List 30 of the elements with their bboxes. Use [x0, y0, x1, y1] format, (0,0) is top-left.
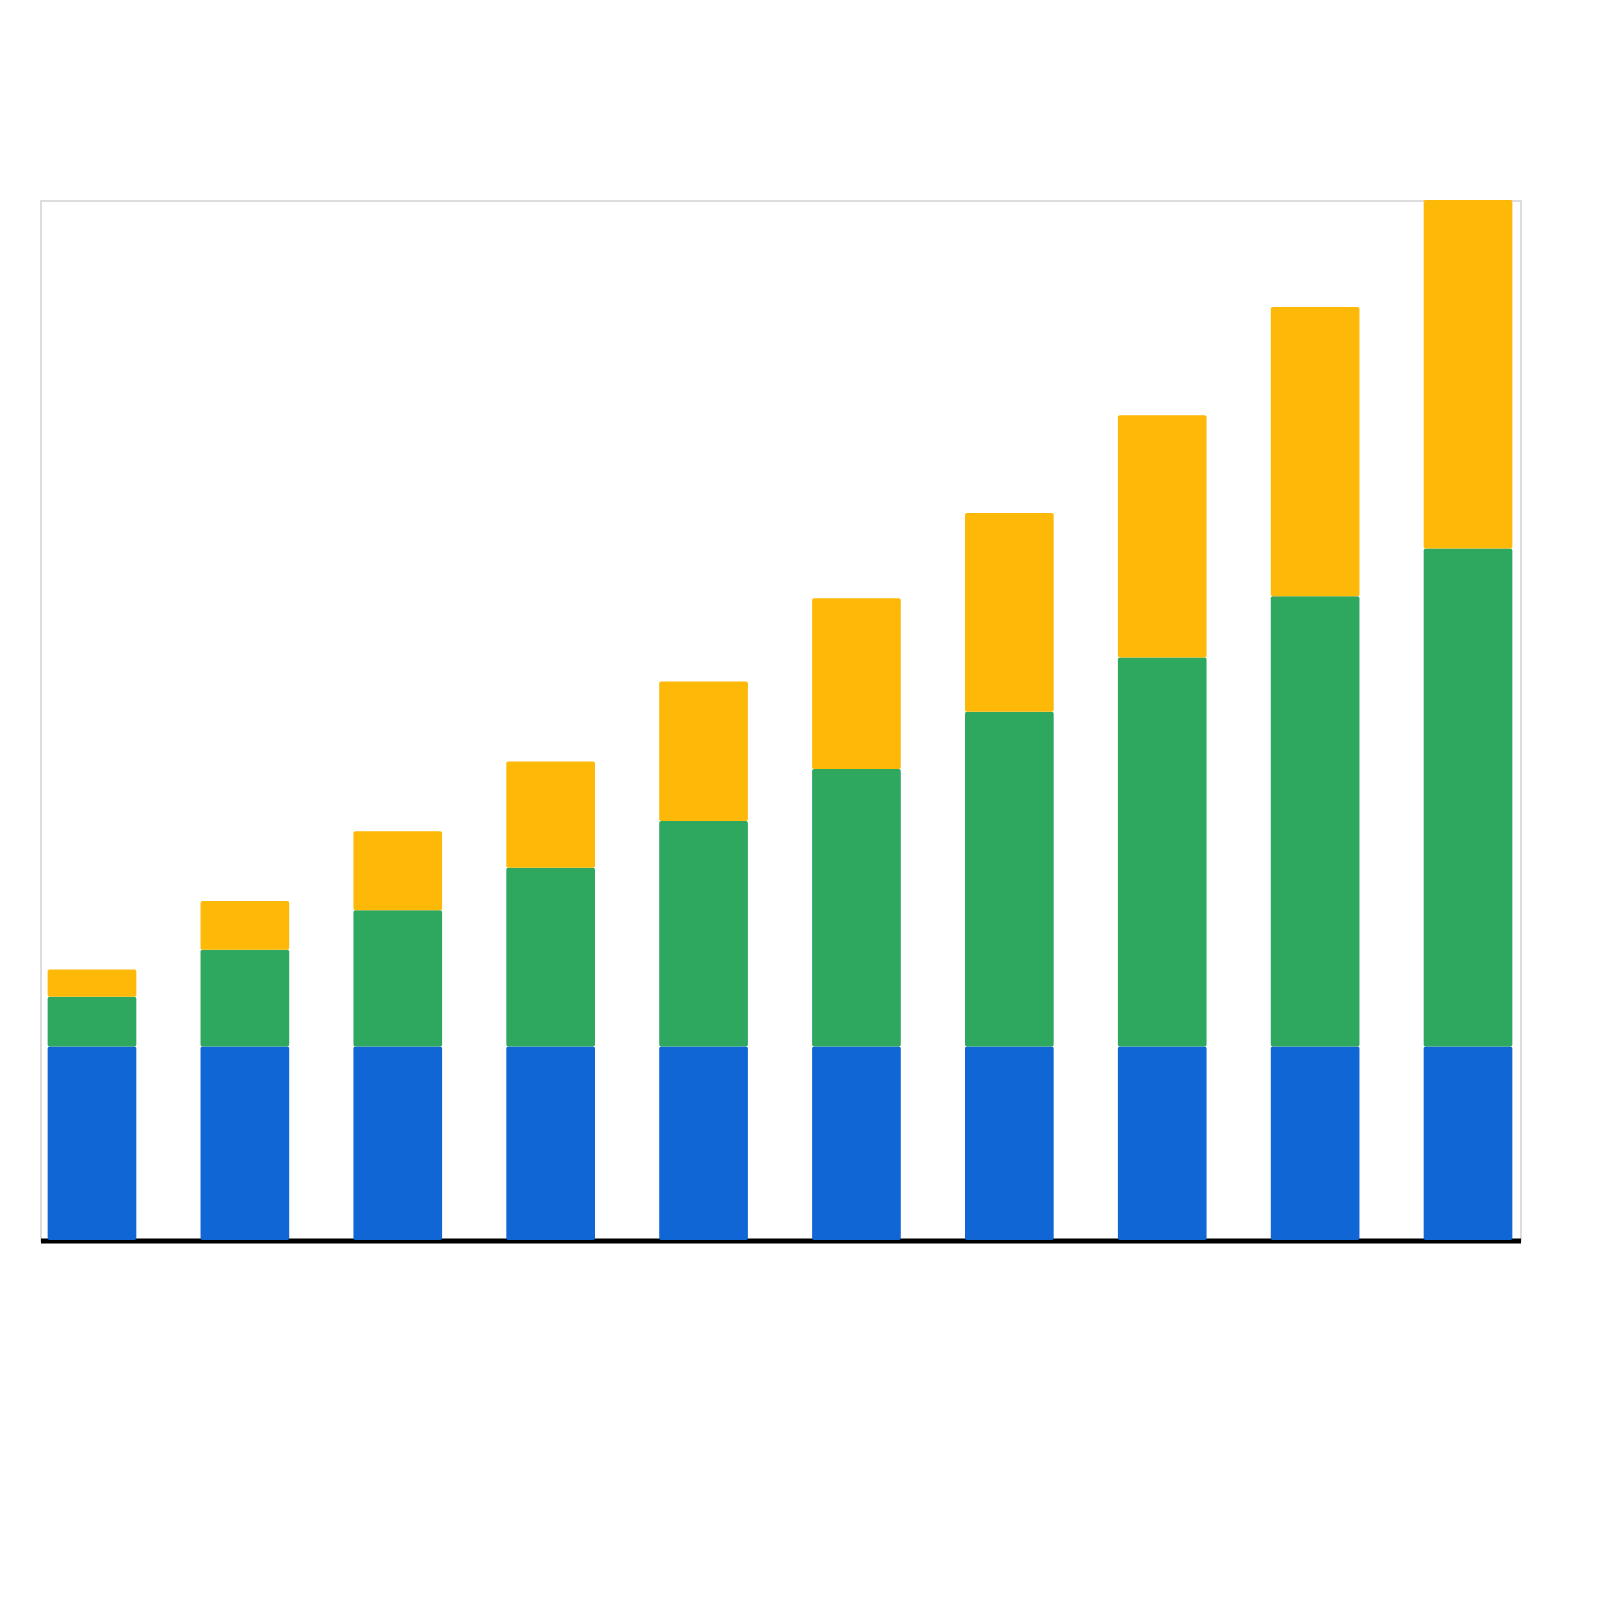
- bar: [812, 768, 901, 1047]
- bar: [47, 1046, 137, 1240]
- bar: [1423, 1046, 1513, 1240]
- bar: [353, 910, 443, 1047]
- bar: [200, 949, 290, 1047]
- bar: [1117, 657, 1207, 1047]
- bar: [506, 1046, 595, 1240]
- bar: [47, 996, 137, 1047]
- bar: [1423, 548, 1513, 1047]
- bar: [1117, 415, 1207, 658]
- bar: [1423, 200, 1513, 549]
- bar: [965, 513, 1054, 712]
- bar: [200, 900, 290, 950]
- bar: [353, 831, 443, 911]
- bar: [47, 969, 137, 997]
- bar: [506, 867, 595, 1047]
- bar: [812, 1046, 901, 1240]
- bar: [659, 1046, 748, 1240]
- bar: [506, 761, 595, 868]
- bar: [965, 711, 1054, 1047]
- bar: [1270, 1046, 1360, 1240]
- bar: [659, 820, 748, 1047]
- bar: [1270, 307, 1360, 597]
- bar: [659, 681, 748, 821]
- bar: [965, 1046, 1054, 1240]
- bar: [812, 598, 901, 769]
- bar: [200, 1046, 290, 1240]
- bar: [353, 1046, 443, 1240]
- bar: [1270, 596, 1360, 1047]
- bar: [1117, 1046, 1207, 1240]
